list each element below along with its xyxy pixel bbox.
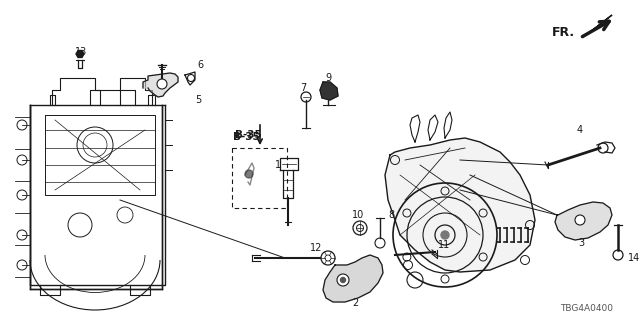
- Text: TBG4A0400: TBG4A0400: [560, 304, 613, 313]
- Bar: [232, 148, 287, 208]
- Text: 12: 12: [310, 243, 323, 253]
- Text: 3: 3: [578, 238, 584, 248]
- Circle shape: [245, 170, 253, 178]
- Text: B-35: B-35: [235, 130, 262, 140]
- Text: 11: 11: [438, 240, 451, 250]
- Text: B-35: B-35: [233, 132, 260, 142]
- Text: 13: 13: [75, 47, 87, 57]
- Text: 10: 10: [352, 210, 364, 220]
- Polygon shape: [385, 138, 535, 272]
- Polygon shape: [143, 73, 178, 97]
- Text: 6: 6: [197, 60, 203, 70]
- Text: 9: 9: [325, 73, 331, 83]
- Text: 2: 2: [352, 298, 358, 308]
- Text: 4: 4: [577, 125, 583, 135]
- Polygon shape: [320, 82, 338, 100]
- Circle shape: [157, 79, 167, 89]
- Circle shape: [441, 231, 449, 239]
- Text: 14: 14: [628, 253, 640, 263]
- Circle shape: [340, 277, 346, 283]
- Text: 8: 8: [388, 210, 394, 220]
- Polygon shape: [323, 255, 383, 302]
- Circle shape: [575, 215, 585, 225]
- Text: 5: 5: [195, 95, 201, 105]
- Polygon shape: [555, 202, 612, 240]
- Text: 7: 7: [300, 83, 307, 93]
- Polygon shape: [590, 15, 612, 32]
- Text: FR.: FR.: [552, 26, 575, 38]
- Polygon shape: [76, 51, 84, 58]
- Circle shape: [337, 274, 349, 286]
- Text: 1: 1: [275, 160, 281, 170]
